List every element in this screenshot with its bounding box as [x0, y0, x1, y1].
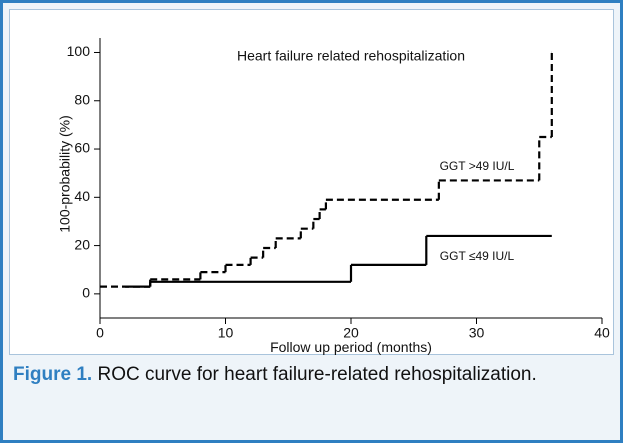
x-tick-label: 20 [343, 325, 359, 341]
x-tick-label: 10 [218, 325, 234, 341]
series-label: GGT >49 IU/L [440, 159, 515, 173]
y-axis-label: 100-probability (%) [57, 115, 73, 233]
chart-panel [9, 9, 614, 355]
y-tick-label: 100 [67, 43, 91, 59]
x-axis-label: Follow up period (months) [270, 339, 432, 355]
y-tick-label: 0 [82, 285, 90, 301]
series-label: GGT ≤49 IU/L [440, 249, 515, 263]
y-tick-label: 20 [74, 236, 90, 252]
chart-title: Heart failure related rehospitalization [237, 48, 465, 64]
caption-text: ROC curve for heart failure-related reho… [97, 364, 537, 385]
y-tick-label: 60 [74, 140, 90, 156]
x-tick-label: 0 [96, 325, 104, 341]
x-tick-label: 30 [469, 325, 485, 341]
y-tick-label: 80 [74, 91, 90, 107]
y-tick-label: 40 [74, 188, 90, 204]
caption-label: Figure 1. [13, 364, 93, 385]
chart: Heart failure related rehospitalization … [57, 38, 610, 355]
caption: Figure 1. ROC curve for heart failure-re… [13, 361, 611, 388]
x-tick-label: 40 [594, 325, 610, 341]
